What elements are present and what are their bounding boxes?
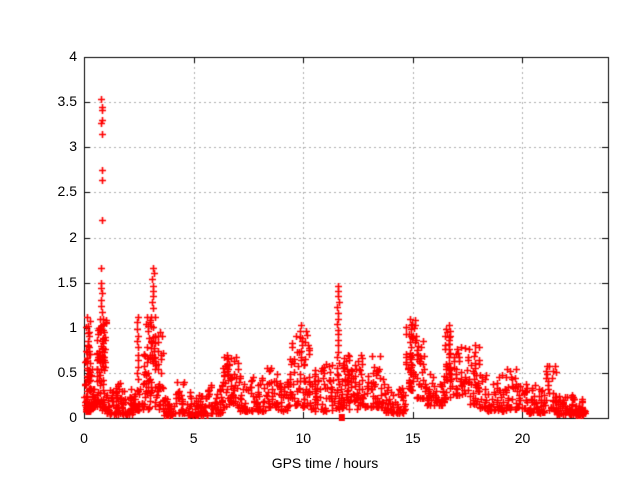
y-tick-label: 2 <box>69 228 77 245</box>
y-tick-label: 3.5 <box>57 93 77 110</box>
x-tick-label: 20 <box>514 430 531 446</box>
y-tick-label: 1.5 <box>57 273 77 290</box>
x-tick-label: 5 <box>189 430 198 446</box>
y-tick-label: 2.5 <box>57 183 77 200</box>
x-tick-label: 10 <box>295 430 312 446</box>
y-tick-label: 0.5 <box>57 363 77 380</box>
y-tick-label: 1 <box>69 318 77 335</box>
y-tick-label: 4 <box>69 48 77 64</box>
x-axis-title: GPS time / hours <box>271 455 379 471</box>
y-tick-label: 0 <box>69 409 77 425</box>
x-tick-label: 0 <box>80 430 88 446</box>
y-tick-label: 3 <box>69 138 77 155</box>
x-tick-label: 15 <box>405 430 421 446</box>
